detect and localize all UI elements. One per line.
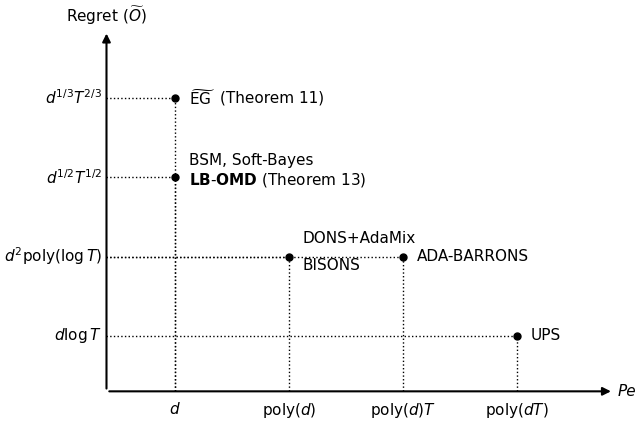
- Text: $\widetilde{\mathrm{EG}}$: $\widetilde{\mathrm{EG}}$: [189, 88, 214, 108]
- Text: $d\log T$: $d\log T$: [54, 327, 102, 345]
- Text: (Theorem 11): (Theorem 11): [220, 91, 324, 106]
- Text: $d^{1/2}T^{1/2}$: $d^{1/2}T^{1/2}$: [45, 168, 102, 187]
- Text: BISONS: BISONS: [303, 258, 360, 273]
- Text: ADA-BARRONS: ADA-BARRONS: [417, 249, 529, 264]
- Text: UPS: UPS: [531, 328, 561, 343]
- Text: DONS+AdaMix: DONS+AdaMix: [303, 231, 416, 246]
- Text: BSM, Soft-Bayes
$\mathbf{LB\text{-}OMD}$ (Theorem 13): BSM, Soft-Bayes $\mathbf{LB\text{-}OMD}$…: [189, 153, 366, 189]
- Text: Regret $(\widetilde{O})$: Regret $(\widetilde{O})$: [66, 4, 147, 27]
- Text: $d^{1/3}T^{2/3}$: $d^{1/3}T^{2/3}$: [45, 89, 102, 107]
- Text: $\mathrm{poly}(dT)$: $\mathrm{poly}(dT)$: [485, 401, 548, 420]
- Text: $\mathrm{poly}(d)T$: $\mathrm{poly}(d)T$: [370, 401, 436, 420]
- Text: $d$: $d$: [169, 401, 180, 417]
- Text: Pe: Pe: [617, 384, 636, 399]
- Text: $d^2\mathrm{poly}(\log T)$: $d^2\mathrm{poly}(\log T)$: [4, 246, 102, 267]
- Text: $\mathrm{poly}(d)$: $\mathrm{poly}(d)$: [262, 401, 316, 420]
